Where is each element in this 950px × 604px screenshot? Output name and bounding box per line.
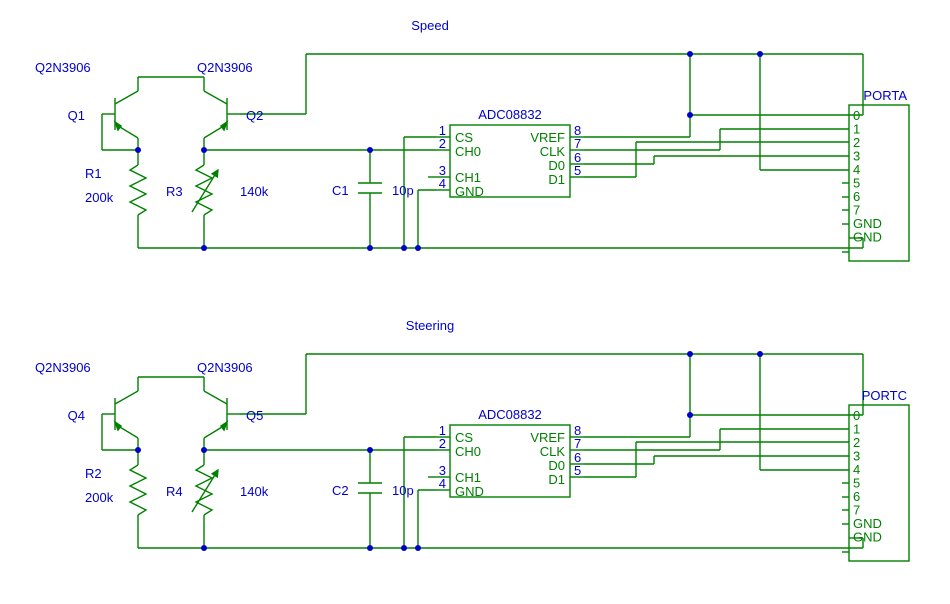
adc-pin-name: GND — [455, 484, 484, 499]
port: 01234567GNDGND — [849, 105, 909, 261]
q-left-part: Q2N3906 — [35, 360, 91, 375]
q-right-part: Q2N3906 — [197, 60, 253, 75]
adc: 1 2 3 4 8 7 6 5 CS CH0 CH1 GND VREF CLK … — [436, 407, 584, 499]
port-name: PORTC — [862, 388, 907, 403]
adc-pin-name: CH1 — [455, 470, 481, 485]
capacitor — [358, 450, 382, 548]
q-right-ref: Q2 — [246, 108, 263, 123]
port-pin-label: GND — [853, 530, 882, 545]
adc-pin-name: GND — [455, 184, 484, 199]
adc-pin-num: 2 — [439, 436, 446, 451]
r-right-val: 140k — [240, 184, 269, 199]
r-left-ref: R2 — [85, 466, 102, 481]
adc-pin-num: 5 — [574, 463, 581, 478]
r-right-ref: R4 — [166, 484, 183, 499]
r-left-ref: R1 — [85, 166, 102, 181]
r-left-val: 200k — [85, 190, 114, 205]
adc-pin-num: 4 — [439, 176, 446, 191]
adc-pin-name: VREF — [530, 430, 565, 445]
port: 01234567GNDGND — [849, 405, 909, 561]
adc-pin-num: 4 — [439, 476, 446, 491]
port-name: PORTA — [863, 88, 907, 103]
transistor-left — [102, 377, 138, 450]
adc-pin-name: D1 — [548, 172, 565, 187]
r-left-val: 200k — [85, 490, 114, 505]
adc-pin-name: CH0 — [455, 444, 481, 459]
section-speed: Speed — [35, 18, 909, 261]
adc-pin-num: 7 — [574, 136, 581, 151]
adc-pin-name: CLK — [540, 444, 566, 459]
adc-pin-name: D0 — [548, 158, 565, 173]
adc-part: ADC08832 — [478, 407, 542, 422]
adc-pin-name: D1 — [548, 472, 565, 487]
adc-pin-name: CS — [455, 430, 473, 445]
transistor-right — [204, 77, 240, 150]
section-steering: Steering — [35, 318, 909, 561]
cap-val: 10p — [392, 483, 414, 498]
cap-ref: C1 — [332, 183, 349, 198]
adc-pin-num: 5 — [574, 163, 581, 178]
capacitor — [358, 150, 382, 248]
section-title: Speed — [411, 18, 449, 33]
q-left-ref: Q1 — [68, 108, 85, 123]
adc-pin-name: CLK — [540, 144, 566, 159]
adc-pin-num: 7 — [574, 436, 581, 451]
section-title: Steering — [406, 318, 454, 333]
r-right-val: 140k — [240, 484, 269, 499]
adc-pin-name: CS — [455, 130, 473, 145]
schematic-svg: Speed — [0, 0, 950, 604]
transistor-right — [204, 377, 240, 450]
resistor-left — [130, 150, 146, 248]
transistor-left — [102, 77, 138, 150]
resistor-left — [130, 450, 146, 548]
resistor-right — [192, 150, 218, 248]
adc-pin-name: VREF — [530, 130, 565, 145]
cap-val: 10p — [392, 183, 414, 198]
cap-ref: C2 — [332, 483, 349, 498]
adc-pin-name: CH1 — [455, 170, 481, 185]
adc-pin-name: D0 — [548, 458, 565, 473]
q-right-part: Q2N3906 — [197, 360, 253, 375]
q-left-part: Q2N3906 — [35, 60, 91, 75]
adc-pin-num: 2 — [439, 136, 446, 151]
q-right-ref: Q5 — [246, 408, 263, 423]
port-pin-label: GND — [853, 230, 882, 245]
resistor-right — [192, 450, 218, 548]
adc-part: ADC08832 — [478, 107, 542, 122]
adc-pin-name: CH0 — [455, 144, 481, 159]
q-left-ref: Q4 — [68, 408, 85, 423]
adc: 1 2 3 4 8 7 6 5 CS CH0 CH1 GND VREF CLK … — [436, 107, 584, 199]
r-right-ref: R3 — [166, 184, 183, 199]
